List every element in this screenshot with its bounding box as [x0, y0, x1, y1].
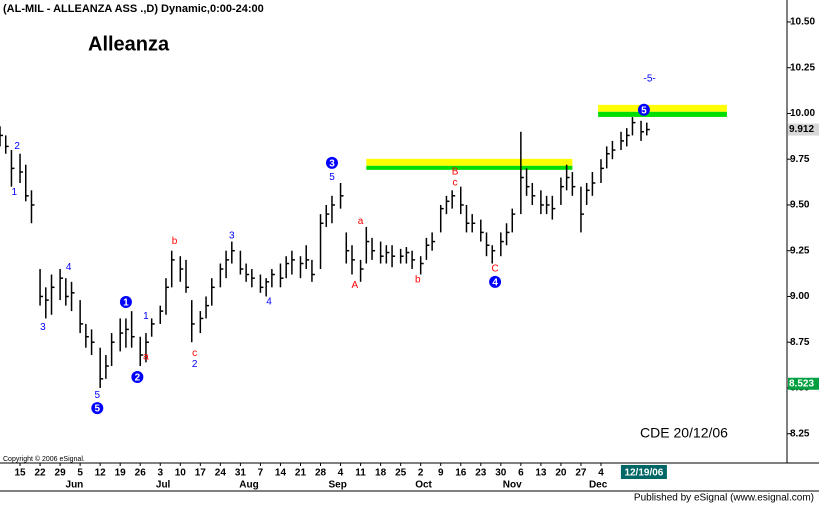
x-tick-label: 21 — [295, 468, 307, 479]
wave-label: 5 — [95, 390, 101, 401]
x-tick-label: 31 — [235, 468, 247, 479]
wave-label: 4 — [266, 297, 272, 308]
x-tick-label: 27 — [575, 468, 587, 479]
target-zone — [598, 111, 727, 117]
x-tick-label: 11 — [355, 468, 366, 479]
month-label: Aug — [239, 480, 258, 491]
y-tick-label: 9.50 — [790, 200, 810, 211]
x-tick-label: 5 — [77, 468, 83, 479]
x-tick-label: 4 — [598, 468, 604, 479]
wave-label: 5 — [641, 105, 647, 116]
wave-label: b — [172, 236, 178, 247]
price-label: 9.912 — [789, 124, 814, 135]
x-tick-label: 18 — [375, 468, 387, 479]
x-tick-label: 7 — [258, 468, 264, 479]
month-label: Jun — [66, 480, 84, 491]
wave-label: 4 — [492, 277, 498, 288]
footer: Published by eSignal (www.esignal.com) — [634, 493, 814, 504]
wave-label: c — [192, 348, 197, 359]
wave-label: a — [358, 216, 364, 227]
chart-title: Alleanza — [88, 33, 170, 55]
wave-label: 4 — [66, 262, 72, 273]
x-tick-label: 28 — [315, 468, 327, 479]
wave-circle — [119, 295, 132, 308]
y-tick-label: 9.00 — [790, 291, 810, 302]
y-tick-label: 10.25 — [790, 62, 815, 73]
wave-label: 2 — [192, 359, 198, 370]
x-tick-label: 2 — [418, 468, 424, 479]
target-zone — [598, 104, 727, 112]
x-tick-label: 29 — [55, 468, 67, 479]
wave-label: 3 — [329, 159, 335, 170]
wave-circle — [637, 103, 650, 116]
x-tick-label: 17 — [195, 468, 207, 479]
month-label: Oct — [415, 480, 432, 491]
wave-label: 5 — [95, 404, 101, 415]
wave-label: 1 — [143, 311, 149, 322]
month-label: Sep — [329, 480, 347, 491]
x-tick-label: 30 — [495, 468, 507, 479]
x-tick-label: 20 — [555, 468, 567, 479]
x-tick-label: 14 — [275, 468, 287, 479]
y-tick-label: 8.75 — [790, 337, 810, 348]
x-tick-label: 10 — [175, 468, 187, 479]
price-label: 8.523 — [789, 378, 814, 389]
x-tick-label: 16 — [455, 468, 467, 479]
price-label-box — [788, 123, 819, 136]
wave-label: 5 — [329, 172, 335, 183]
y-tick-label: 10.50 — [790, 17, 815, 28]
stamp: CDE 20/12/06 — [640, 425, 728, 441]
wave-label: B — [452, 167, 459, 178]
wave-label: 3 — [40, 322, 46, 333]
month-label: Nov — [503, 480, 522, 491]
x-tick-label: 3 — [157, 468, 163, 479]
month-label: Jul — [156, 480, 171, 491]
wave-label: a — [143, 351, 149, 362]
x-tick-label: 22 — [35, 468, 47, 479]
x-tick-label: 23 — [475, 468, 487, 479]
y-tick-label: 9.75 — [790, 154, 810, 165]
wave-circle — [91, 402, 104, 415]
x-tick-label: 4 — [338, 468, 344, 479]
price-label-box — [788, 377, 819, 390]
wave-label: 3 — [229, 231, 235, 242]
current-date-label: 12/19/06 — [624, 468, 663, 479]
y-tick-label: 9.25 — [790, 245, 810, 256]
current-date-box — [620, 465, 667, 479]
wave-label: b — [415, 275, 421, 286]
copyright: Copyright © 2006 eSignal. — [3, 455, 85, 463]
wave-label: 1 — [123, 298, 129, 309]
x-tick-label: 24 — [215, 468, 227, 479]
wave-circle — [325, 156, 338, 169]
wave-label: 2 — [14, 141, 20, 152]
x-tick-label: 26 — [135, 468, 147, 479]
x-tick-label: 13 — [535, 468, 547, 479]
wave-label: C — [491, 264, 498, 275]
wave-label: 2 — [135, 373, 141, 384]
month-label: Dec — [589, 480, 608, 491]
x-tick-label: 12 — [95, 468, 107, 479]
header: (AL-MIL - ALLEANZA ASS .,D) Dynamic,0:00… — [3, 3, 264, 15]
y-tick-label: 10.00 — [790, 108, 815, 119]
x-tick-label: 6 — [518, 468, 524, 479]
x-tick-label: 19 — [115, 468, 127, 479]
wave-circle — [131, 370, 144, 383]
x-tick-label: 9 — [438, 468, 444, 479]
target-zone — [366, 165, 573, 170]
y-tick-label: 8.25 — [790, 428, 810, 439]
x-tick-label: 25 — [395, 468, 407, 479]
x-tick-label: 15 — [14, 468, 26, 479]
wave-label: -5- — [644, 73, 656, 84]
wave-circle — [489, 275, 502, 288]
wave-label: c — [453, 178, 458, 189]
wave-label: 1 — [12, 187, 18, 198]
target-zone — [366, 158, 573, 166]
wave-label: A — [352, 280, 359, 291]
